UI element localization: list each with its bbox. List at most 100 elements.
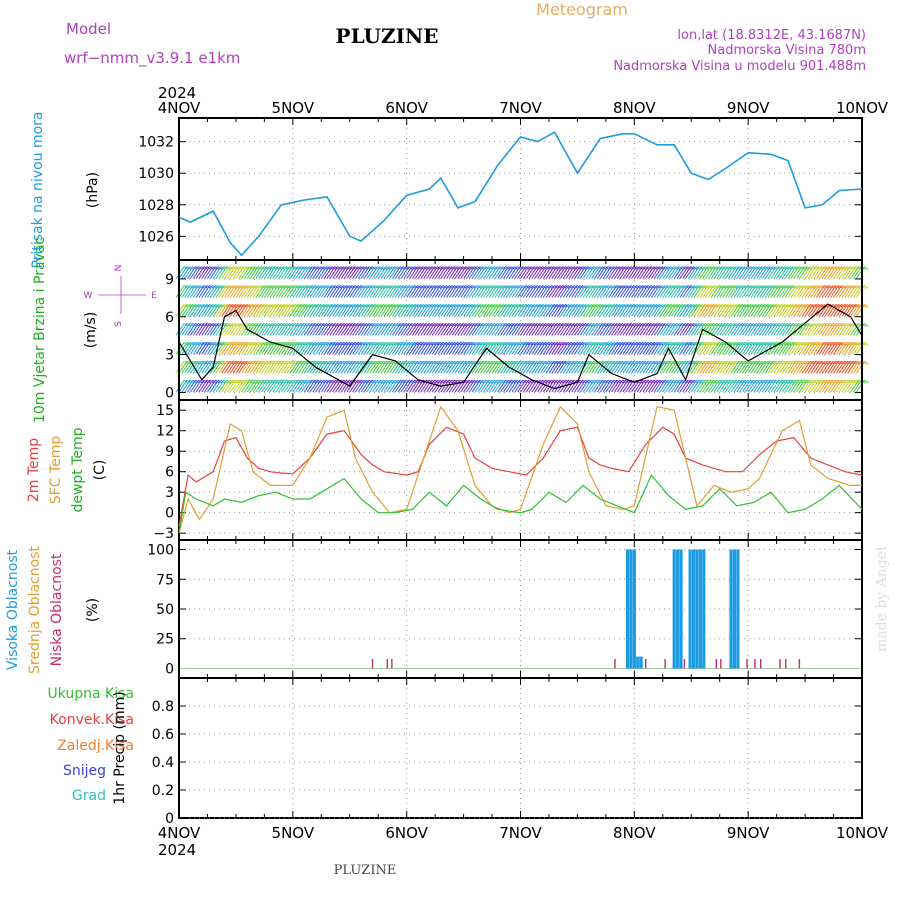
wind-barb [724, 266, 734, 279]
wind-barb [665, 266, 675, 279]
wind-barb [696, 342, 706, 355]
wind-barb [266, 342, 276, 355]
wind-barb [241, 304, 251, 317]
wind-barb [468, 342, 478, 355]
wind-barb [360, 304, 370, 317]
wind-barb [602, 342, 612, 355]
wind-barb [485, 285, 495, 298]
wind-barb [781, 323, 791, 336]
wind-barb [585, 323, 595, 336]
wind-barb [602, 304, 612, 317]
wind-barb [824, 285, 834, 298]
wind-barb [548, 379, 558, 393]
wind-barb [411, 342, 421, 355]
wind-barb [648, 304, 657, 317]
wind-barb [360, 323, 370, 336]
wind-barb [386, 304, 396, 317]
wind-barb [366, 266, 376, 279]
wind-barb [662, 323, 672, 336]
wind-barb [665, 285, 675, 298]
wind-barb [366, 342, 376, 355]
wind-barb [767, 266, 777, 279]
wind-barb [460, 285, 470, 298]
wind-barb [613, 304, 623, 317]
wind-barb [756, 285, 766, 298]
wind-barb [386, 360, 396, 374]
wind-barb [431, 342, 441, 355]
wind-barb [409, 266, 418, 279]
wind-barb [835, 360, 845, 374]
wind-barb [810, 304, 820, 317]
wind-barb [830, 360, 840, 374]
wind-barb [454, 304, 464, 317]
wind-barb [722, 360, 731, 374]
wind-barb [448, 323, 458, 336]
wind-barb [645, 379, 655, 393]
wind-barb [275, 360, 285, 374]
wind-barb [579, 266, 589, 279]
wind-barb [554, 304, 564, 317]
wind-barb [594, 360, 603, 374]
wind-barb [705, 266, 714, 279]
ytick-label: 0.2 [152, 783, 174, 799]
wind-barb [383, 266, 393, 279]
wind-barb [602, 379, 612, 393]
dewpoint-line [178, 473, 863, 534]
wind-barb [821, 285, 831, 298]
wind-barb [209, 266, 219, 279]
wind-barb [557, 342, 566, 355]
wind-barb [369, 379, 379, 393]
wind-barb [246, 342, 256, 355]
wind-barb [713, 360, 723, 374]
wind-barb [192, 285, 202, 298]
wind-barb [565, 266, 575, 279]
wind-barb [369, 285, 379, 298]
wind-barb [633, 266, 643, 279]
wind-barb [278, 304, 288, 317]
wind-barb [853, 323, 862, 336]
wind-barb [221, 304, 231, 317]
wind-barb [571, 266, 581, 279]
wind-barb [244, 360, 253, 374]
wind-barb [605, 304, 615, 317]
wind-barb [457, 285, 467, 298]
wind-barb [784, 304, 794, 317]
wind-barb [716, 342, 726, 355]
wind-barb [847, 285, 857, 298]
wind-barb [841, 342, 851, 355]
wind-barb [263, 304, 273, 317]
wind-barb [613, 379, 623, 393]
wind-barb [676, 285, 686, 298]
wind-barb [816, 360, 825, 374]
wind-barb [497, 285, 507, 298]
wind-barb [187, 266, 196, 279]
wind-barb [329, 323, 339, 336]
wind-grid [179, 260, 862, 400]
wind-barb [207, 266, 216, 279]
wind-barb [696, 285, 706, 298]
wind-barb [355, 285, 364, 298]
wind-barb [323, 285, 333, 298]
wind-barb [238, 360, 248, 374]
wind-barb [266, 379, 276, 393]
wind-barb [389, 379, 398, 393]
wind-barb [622, 285, 632, 298]
wind-barb [608, 360, 618, 374]
wind-barb [352, 342, 361, 355]
wind-barb [258, 342, 268, 355]
wind-barb [539, 304, 549, 317]
wind-barb [477, 323, 487, 336]
wind-barb [218, 266, 228, 279]
wind-barb [833, 379, 842, 393]
wind-barb [397, 266, 407, 279]
wind-barb [685, 285, 694, 298]
wind-barb [184, 323, 194, 336]
wind-barb [608, 285, 618, 298]
wind-barb [474, 285, 484, 298]
wind-barb [465, 285, 475, 298]
wind-barb [318, 304, 327, 317]
wind-barb [633, 285, 643, 298]
wind-barb [187, 379, 196, 393]
wind-barb [707, 285, 717, 298]
wind-barb [286, 360, 296, 374]
